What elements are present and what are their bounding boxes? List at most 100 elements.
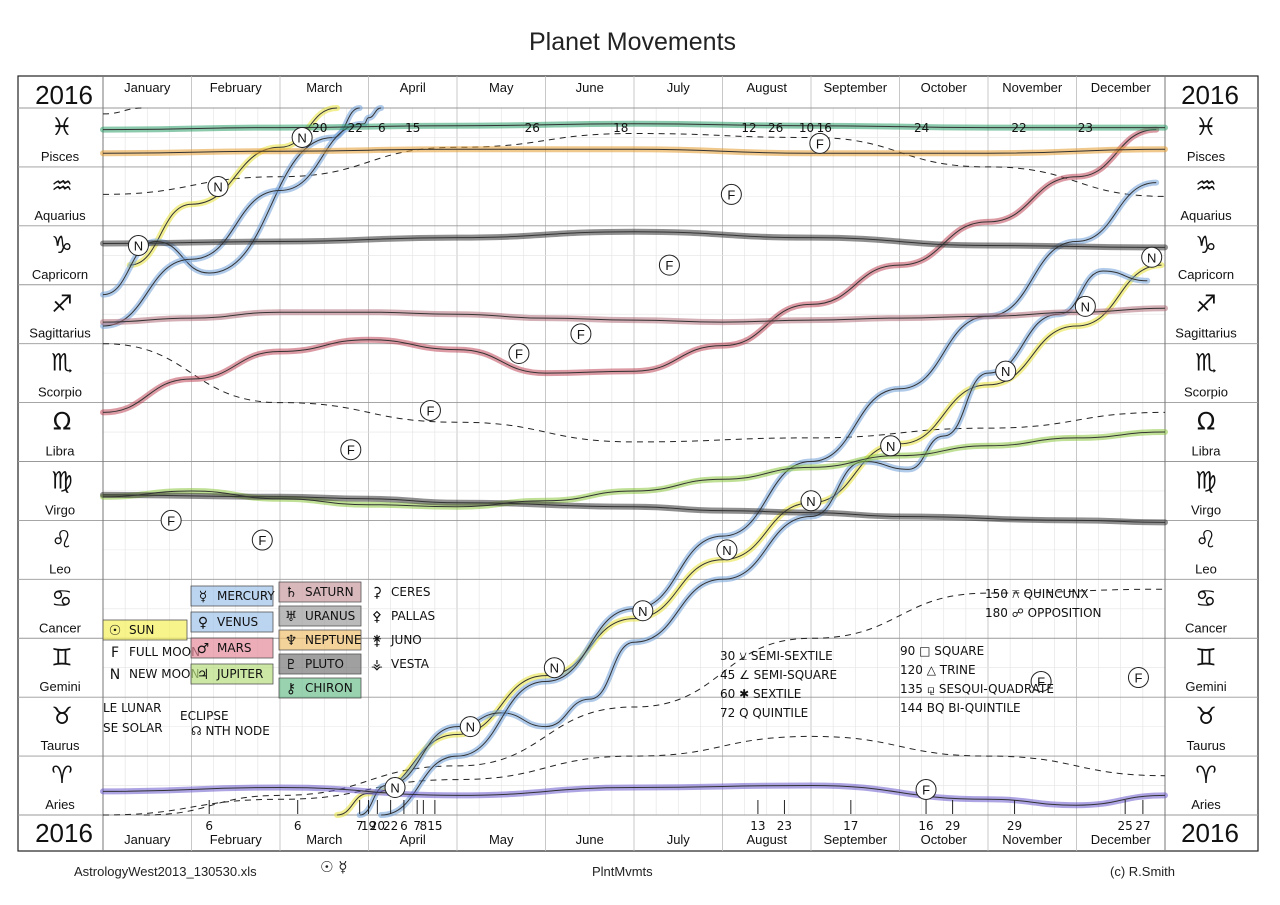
month-label-bottom: February [210,832,263,847]
eclipse-note: ECLIPSE [180,709,229,723]
new-moon-marker [459,716,481,738]
full-moon-marker [1127,667,1149,689]
aspect-key-right: 120 △ TRINE [900,663,976,677]
dashed-line-juno [102,343,1166,443]
eclipse-note: LE LUNAR [103,701,161,715]
new-moon-marker [207,176,229,198]
sign-glyph-right: Ω [1197,408,1215,436]
sign-glyph-left: ♊ [51,643,73,671]
sign-glyph-left: ♏ [51,349,73,377]
sign-glyph-left: ♓ [51,113,73,141]
legend-moon-label: SUN [129,623,154,637]
new-moon-marker [716,539,738,561]
month-label-bottom: October [921,832,968,847]
sign-glyph-right: ♈ [1195,761,1217,789]
new-moon-letter: N [466,720,475,735]
full-moon-marker [720,183,742,205]
new-moon-marker [127,234,149,256]
sign-name-left: Gemini [39,679,80,694]
new-moon-marker [1074,295,1096,317]
year-label-bottom-left: 2016 [35,818,93,848]
series-line-saturn [102,307,1166,323]
full-moon-letter: F [426,403,434,418]
full-moon-letter: F [258,533,266,548]
month-label-top: April [400,80,426,95]
month-label-top: August [747,80,788,95]
month-label-top: March [306,80,342,95]
sign-glyph-left: Ω [53,408,71,436]
sign-name-right: Aries [1191,797,1221,812]
legend-asteroid-label: JUNO [390,633,422,647]
sign-name-right: Pisces [1187,149,1226,164]
sign-name-left: Virgo [45,502,75,517]
legend-outer-swatch [278,653,362,675]
new-moon-letter: N [1147,250,1156,265]
sign-glyph-left: ♋ [51,584,73,612]
series-line-neptune [102,148,1166,154]
date-tick-label-bottom: 23 [777,819,792,833]
sign-name-left: Cancer [39,620,82,635]
new-moon-letter: N [213,180,222,195]
dashed-line-pallas [102,132,1166,197]
legend-moon-glyph: ☉ [109,623,122,639]
year-label-top-right: 2016 [1181,80,1239,110]
new-moon-letter: N [550,661,559,676]
sign-name-left: Sagittarius [29,326,91,341]
series-line-north-node [102,784,1166,806]
aspect-key-left: 30 ⚺ SEMI-SEXTILE [720,649,833,663]
month-label-top: December [1091,80,1152,95]
sign-name-right: Virgo [1191,502,1221,517]
month-label-top: January [124,80,171,95]
aspect-key-right: 144 BQ BI-QUINTILE [900,701,1021,715]
sign-name-right: Cancer [1185,620,1228,635]
sign-glyph-left: ♌ [51,525,73,553]
date-tick-label-bottom: 25 [1118,819,1133,833]
date-tick-label-bottom: 13 [750,819,765,833]
new-moon-marker [632,600,654,622]
sign-glyph-right: ♍ [1195,467,1217,495]
year-label-bottom-right: 2016 [1181,818,1239,848]
month-label-top: June [576,80,604,95]
legend-moon-label: NEW MOON [129,667,199,681]
legend-asteroid-glyph: ⚳ [372,585,382,601]
full-moon-letter: F [577,327,585,342]
full-moon-letter: F [727,187,735,202]
date-tick-label-top: 23 [1078,121,1093,135]
date-tick-label-bottom: 27 [1135,819,1150,833]
new-moon-letter: N [297,130,306,145]
legend-outer-swatch [278,581,362,603]
date-tick-label-bottom: 8 [420,819,428,833]
month-label-bottom: November [1002,832,1063,847]
full-moon-marker [658,254,680,276]
month-label-bottom: December [1091,832,1152,847]
legend-outer-label: NEPTUNE [305,633,361,647]
new-moon-marker [1141,246,1163,268]
new-moon-letter: N [806,494,815,509]
legend-moon-swatch [102,619,188,641]
date-tick-label-top: 22 [1011,121,1026,135]
legend-outer-label: SATURN [305,585,354,599]
sign-name-right: Aquarius [1180,208,1232,223]
legend-inner-swatch [190,663,274,685]
sign-glyph-right: ♋ [1195,584,1217,612]
full-moon-letter: F [1134,671,1142,686]
legend-outer-swatch [278,677,362,699]
sign-glyph-right: ♑ [1195,231,1217,259]
legend-asteroid-glyph: ⚵ [372,633,382,649]
sign-glyph-right: ♒ [1195,172,1217,200]
date-tick-label-bottom: 29 [945,819,960,833]
sign-glyph-left: ♉ [51,702,73,730]
page-title: Planet Movements [528,28,737,56]
date-tick-label-top: 12 [741,121,756,135]
new-moon-letter: N [886,439,895,454]
new-moon-letter: N [1081,299,1090,314]
date-tick-label-top: 6 [378,121,386,135]
dashed-line-ceres [102,735,1166,816]
sign-glyph-left: ♑ [51,231,73,259]
new-moon-marker [800,490,822,512]
new-moon-marker [543,657,565,679]
legend-moon-glyph: N [110,667,120,683]
date-tick-label-top: 26 [768,121,783,135]
date-tick-label-bottom: 6 [205,819,213,833]
